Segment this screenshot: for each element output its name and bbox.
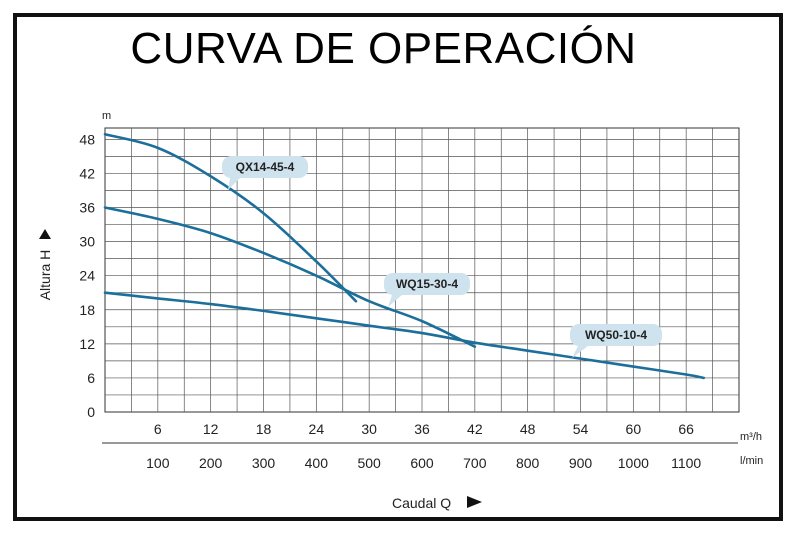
callout-WQ15-30-4: WQ15-30-4 xyxy=(384,273,470,307)
x-secondary-tick-label: 200 xyxy=(199,455,223,471)
x-tick-label: 60 xyxy=(626,421,642,437)
y-axis-label: Altura H xyxy=(37,250,53,301)
x-axis-arrow-icon xyxy=(467,496,482,508)
x-tick-label: 6 xyxy=(154,421,162,437)
x-secondary-tick-label: 1000 xyxy=(618,455,649,471)
x-secondary-tick-label: 1100 xyxy=(671,455,701,471)
series-label: WQ50-10-4 xyxy=(585,328,647,342)
x-secondary-tick-label: 900 xyxy=(569,455,593,471)
callout-QX14-45-4: QX14-45-4 xyxy=(222,156,308,190)
series-line-WQ50-10-4 xyxy=(103,291,706,380)
callout-pointer xyxy=(228,178,240,190)
y-tick-label: 12 xyxy=(79,336,95,352)
x-secondary-tick-label: 100 xyxy=(146,455,170,471)
series-label: QX14-45-4 xyxy=(236,160,295,174)
x-tick-label: 24 xyxy=(309,421,325,437)
x-secondary-tick-label: 300 xyxy=(252,455,276,471)
x-secondary-tick-label: 800 xyxy=(516,455,540,471)
x-tick-label: 18 xyxy=(256,421,272,437)
y-tick-label: 18 xyxy=(79,302,95,318)
curve-labels: QX14-45-4 WQ15-30-4 WQ50-10-4 xyxy=(222,156,662,358)
x-unit-secondary: l/min xyxy=(740,455,763,467)
x-tick-label: 36 xyxy=(414,421,430,437)
x-unit-primary: m³/h xyxy=(740,431,762,443)
x-tick-label: 54 xyxy=(573,421,589,437)
x-secondary-tick-label: 600 xyxy=(410,455,434,471)
callout-bubble xyxy=(384,273,470,295)
y-axis-arrow-icon xyxy=(39,229,51,239)
chart-frame xyxy=(13,13,783,521)
y-tick-label: 48 xyxy=(79,131,95,147)
curves xyxy=(103,132,706,380)
y-tick-label: 36 xyxy=(79,200,95,216)
callout-pointer xyxy=(572,346,588,358)
y-tick-label: 24 xyxy=(79,268,95,284)
y-unit-label: m xyxy=(102,110,111,122)
y-tick-label: 42 xyxy=(79,165,95,181)
x-tick-label: 30 xyxy=(361,421,377,437)
x-tick-label: 12 xyxy=(203,421,219,437)
callout-bubble xyxy=(570,324,662,346)
callout-WQ50-10-4: WQ50-10-4 xyxy=(570,324,662,358)
series-line-WQ15-30-4 xyxy=(103,206,477,348)
x-axis-label: Caudal Q xyxy=(392,495,451,511)
series-line-QX14-45-4 xyxy=(103,132,358,303)
y-tick-label: 30 xyxy=(79,234,95,250)
x-tick-label: 48 xyxy=(520,421,536,437)
callout-pointer xyxy=(388,295,402,307)
tick-labels: 0 6 12 18 24 30 36 42 48 6 12 18 24 30 36 42 48 54 60 66 100… xyxy=(79,131,701,471)
series-label: WQ15-30-4 xyxy=(396,277,458,291)
x-secondary-tick-label: 700 xyxy=(463,455,487,471)
x-tick-label: 42 xyxy=(467,421,483,437)
y-tick-label: 6 xyxy=(87,370,95,386)
x-secondary-tick-label: 500 xyxy=(357,455,381,471)
chart-title: CURVA DE OPERACIÓN xyxy=(130,24,637,73)
x-secondary-tick-label: 400 xyxy=(305,455,329,471)
y-tick-label: 0 xyxy=(87,404,95,420)
callout-bubble xyxy=(222,156,308,178)
x-tick-label: 66 xyxy=(678,421,694,437)
